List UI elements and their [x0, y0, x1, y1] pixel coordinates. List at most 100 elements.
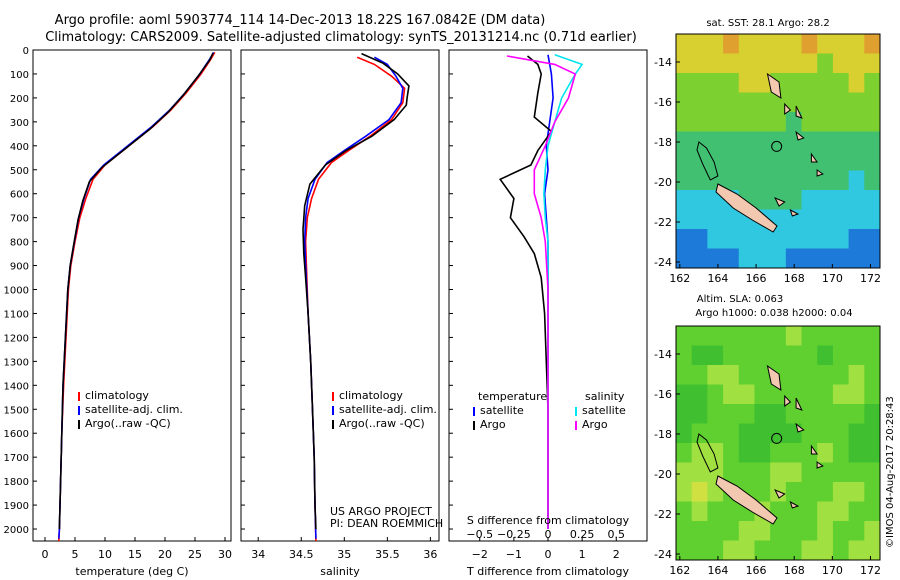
- heatmap-cell: [848, 326, 865, 346]
- heatmap-cell: [770, 248, 787, 269]
- heatmap-cell: [785, 365, 803, 385]
- heatmap-cell: [864, 462, 881, 483]
- heatmap-cell: [817, 229, 834, 249]
- heatmap-cell: [832, 482, 850, 502]
- heatmap-cell: [707, 151, 724, 171]
- heatmap-cell: [707, 112, 724, 132]
- vanuatu-island: [784, 102, 792, 115]
- heatmap-cell: [723, 209, 740, 230]
- heatmap-cell: [864, 384, 881, 405]
- heatmap-cell: [723, 462, 740, 483]
- heatmap-cell: [785, 34, 803, 54]
- heatmap-cell: [754, 443, 771, 463]
- heatmap-cell: [770, 540, 787, 561]
- heatmap-cell: [707, 248, 724, 269]
- heatmap-cell: [676, 462, 693, 483]
- heatmap-cell: [676, 443, 693, 463]
- heatmap-cell: [817, 112, 834, 132]
- y-tick-label: 0: [23, 46, 29, 57]
- series-line-satellite-adj-clim-: [303, 56, 404, 539]
- map-x-tick-label: 170: [822, 564, 843, 577]
- heatmap-cell: [864, 53, 881, 74]
- heatmap-cell: [864, 326, 881, 346]
- heatmap-cell: [754, 190, 771, 210]
- heatmap-cell: [817, 53, 834, 74]
- heatmap-cell: [817, 209, 834, 230]
- sla-map: [676, 326, 881, 561]
- heatmap-cell: [785, 151, 803, 171]
- heatmap-cell: [848, 521, 865, 541]
- heatmap-cell: [723, 248, 740, 269]
- heatmap-cell: [691, 209, 708, 230]
- y-tick-label: 500: [10, 166, 29, 177]
- heatmap-cell: [691, 112, 708, 132]
- loyalty-island: [789, 208, 800, 217]
- vanuatu-island: [784, 394, 792, 407]
- heatmap-cell: [785, 170, 803, 191]
- heatmap-cell: [754, 521, 771, 541]
- heatmap-cell: [754, 326, 771, 346]
- heatmap-cell: [848, 112, 865, 132]
- legend-heading: temperature: [478, 390, 547, 403]
- heatmap-cell: [832, 73, 850, 93]
- heatmap-cell: [676, 404, 693, 424]
- heatmap-cell: [738, 540, 755, 561]
- sla-map-subtitle: Argo h1000: 0.038 h2000: 0.04: [695, 308, 852, 319]
- heatmap-cell: [723, 34, 740, 54]
- heatmap-cell: [770, 404, 787, 424]
- y-tick-label: 2000: [4, 525, 29, 536]
- heatmap-cell: [723, 131, 740, 152]
- heatmap-cell: [738, 151, 755, 171]
- heatmap-cell: [770, 112, 787, 132]
- heatmap-cell: [785, 53, 803, 74]
- vanuatu-island: [816, 461, 824, 469]
- map-y-tick-label: -16: [654, 388, 672, 401]
- sst-map-title: sat. SST: 28.1 Argo: 28.2: [706, 18, 829, 29]
- heatmap-cell: [848, 209, 865, 230]
- heatmap-cell: [676, 501, 693, 522]
- heatmap-cell: [676, 482, 693, 502]
- heatmap-cell: [691, 131, 708, 152]
- heatmap-cell: [864, 112, 881, 132]
- legend-label: climatology: [339, 389, 403, 402]
- heatmap-cell: [801, 443, 818, 463]
- legend-label: Argo: [480, 418, 506, 431]
- x-tick-label: 34.5: [289, 548, 314, 561]
- heatmap-cell: [754, 112, 771, 132]
- heatmap-cell: [801, 462, 818, 483]
- legend-label: satellite: [582, 404, 626, 417]
- heatmap-cell: [691, 73, 708, 93]
- heatmap-cell: [770, 229, 787, 249]
- heatmap-cell: [801, 92, 818, 113]
- heatmap-cell: [707, 53, 724, 74]
- heatmap-cell: [801, 326, 818, 346]
- heatmap-cell: [848, 53, 865, 74]
- heatmap-cell: [832, 53, 850, 74]
- heatmap-cell: [864, 131, 881, 152]
- heatmap-cell: [676, 170, 693, 191]
- heatmap-cell: [801, 365, 818, 385]
- heatmap-cell: [864, 34, 881, 54]
- heatmap-cell: [864, 521, 881, 541]
- heatmap-cell: [848, 462, 865, 483]
- heatmap-cell: [864, 73, 881, 93]
- vanuatu-island: [795, 422, 805, 433]
- heatmap-cell: [770, 521, 787, 541]
- heatmap-cell: [707, 540, 724, 561]
- heatmap-cell: [770, 53, 787, 74]
- heatmap-cell: [691, 482, 708, 502]
- y-tick-label: 1300: [4, 357, 29, 368]
- heatmap-cell: [848, 345, 865, 366]
- new-caledonia-island: [715, 183, 778, 233]
- map-y-tick-label: -24: [654, 256, 672, 269]
- heatmap-cell: [707, 501, 724, 522]
- heatmap-cell: [707, 229, 724, 249]
- heatmap-cell: [676, 92, 693, 113]
- heatmap-cell: [801, 190, 818, 210]
- heatmap-cell: [738, 326, 755, 346]
- heatmap-cell: [676, 151, 693, 171]
- heatmap-cell: [864, 482, 881, 502]
- heatmap-cell: [817, 248, 834, 269]
- heatmap-cell: [754, 384, 771, 405]
- heatmap-cell: [754, 73, 771, 93]
